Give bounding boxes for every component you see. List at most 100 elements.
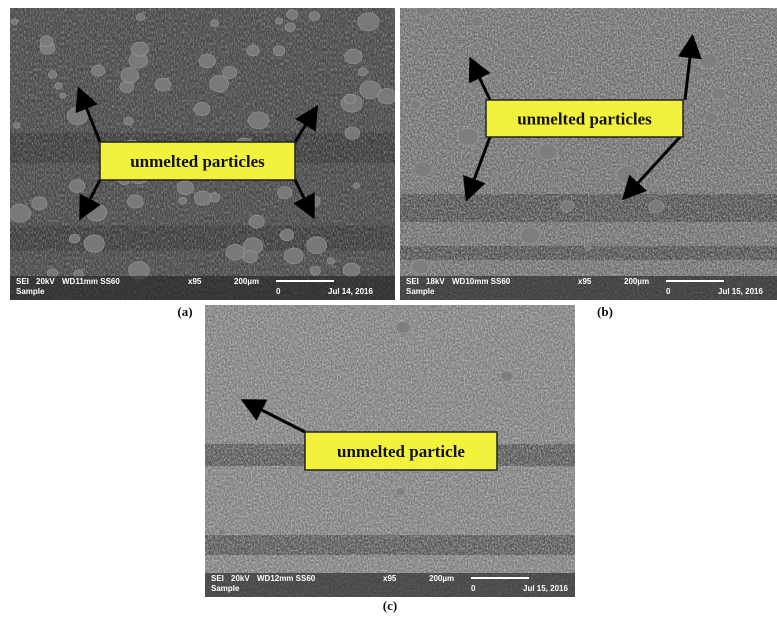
particle bbox=[378, 88, 396, 103]
panel-caption: (c) bbox=[383, 598, 397, 613]
particle bbox=[127, 195, 143, 208]
particle bbox=[285, 248, 304, 264]
particle bbox=[249, 215, 264, 228]
particle bbox=[179, 197, 187, 204]
particle bbox=[155, 78, 170, 91]
info-mode: SEI bbox=[406, 277, 419, 286]
particle bbox=[287, 10, 298, 19]
particle bbox=[309, 12, 319, 21]
sem-image bbox=[400, 2, 777, 300]
particle bbox=[48, 71, 57, 78]
particle-label: unmelted particles bbox=[130, 152, 265, 171]
particle bbox=[649, 200, 664, 212]
particle bbox=[275, 18, 282, 24]
particle bbox=[92, 65, 105, 76]
particle bbox=[343, 263, 359, 277]
particle bbox=[561, 201, 574, 212]
info-wd: WD11mm SS60 bbox=[62, 277, 120, 286]
particle bbox=[585, 245, 591, 250]
particle bbox=[416, 2, 432, 16]
particle bbox=[136, 14, 144, 21]
particle bbox=[657, 10, 667, 18]
particle bbox=[13, 123, 20, 129]
panel-caption: (b) bbox=[597, 304, 613, 319]
info-date: Jul 14, 2016 bbox=[328, 287, 373, 296]
particle bbox=[60, 93, 66, 98]
particle bbox=[712, 88, 726, 100]
particle bbox=[458, 128, 478, 145]
particle bbox=[243, 250, 257, 262]
info-voltage: 20kV bbox=[231, 574, 250, 583]
panel-caption: (a) bbox=[177, 304, 192, 319]
particle bbox=[755, 71, 761, 77]
particle bbox=[280, 229, 293, 240]
sem-panel: SEI 18kV WD10mm SS60 x95 200µm Sample 0 Jul 15,… bbox=[400, 2, 777, 319]
info-sample: Sample bbox=[406, 287, 435, 296]
info-date: Jul 15, 2016 bbox=[718, 287, 763, 296]
info-wd: WD12mm SS60 bbox=[257, 574, 316, 583]
particle-label: unmelted particle bbox=[337, 442, 465, 461]
particle bbox=[194, 102, 210, 115]
particle bbox=[617, 166, 638, 184]
sem-panel: SEI 20kV WD11mm SS60 x95 200µm Sample 0 Jul 14,… bbox=[10, 8, 396, 319]
particle bbox=[132, 42, 149, 56]
particle bbox=[285, 23, 295, 32]
info-sample: Sample bbox=[16, 287, 45, 296]
particle bbox=[247, 45, 260, 56]
particle bbox=[69, 234, 79, 243]
info-voltage: 18kV bbox=[426, 277, 445, 286]
particle bbox=[700, 54, 718, 69]
particle bbox=[345, 49, 362, 64]
particle bbox=[273, 46, 284, 56]
particle bbox=[344, 94, 355, 104]
particle bbox=[199, 54, 215, 68]
info-scale: 200µm bbox=[234, 277, 259, 286]
info-zero: 0 bbox=[666, 287, 671, 296]
info-mode: SEI bbox=[211, 574, 224, 583]
particle bbox=[727, 59, 734, 65]
particle bbox=[327, 258, 335, 264]
sem-panel: SEI20kVWD12mm SS60x95200µmSample0Jul 15,… bbox=[205, 305, 575, 613]
info-scale: 200µm bbox=[429, 574, 454, 583]
particle bbox=[471, 16, 483, 27]
particle bbox=[414, 162, 432, 177]
info-mag: x95 bbox=[188, 277, 202, 286]
info-zero: 0 bbox=[276, 287, 281, 296]
particle bbox=[538, 144, 557, 160]
particle bbox=[226, 244, 244, 260]
particle bbox=[358, 13, 379, 31]
particle bbox=[194, 191, 211, 205]
particle bbox=[210, 76, 229, 92]
particle bbox=[55, 83, 62, 89]
particle bbox=[310, 266, 320, 275]
particle-label: unmelted particles bbox=[517, 110, 652, 129]
info-voltage: 20kV bbox=[36, 277, 55, 286]
particle bbox=[124, 117, 133, 125]
particle bbox=[412, 260, 429, 275]
grain bbox=[400, 8, 777, 300]
particle bbox=[40, 36, 53, 47]
particle bbox=[501, 371, 514, 382]
particle bbox=[396, 321, 410, 333]
particle bbox=[121, 68, 139, 83]
particle bbox=[521, 227, 541, 244]
info-mag: x95 bbox=[578, 277, 592, 286]
particle bbox=[67, 107, 87, 124]
figure: SEI 20kV WD11mm SS60 x95 200µm Sample 0 Jul 14,… bbox=[0, 0, 777, 618]
particle bbox=[551, 186, 560, 193]
particle bbox=[307, 237, 327, 254]
particle bbox=[177, 181, 193, 195]
particle bbox=[353, 183, 359, 188]
particle bbox=[211, 20, 219, 27]
particle bbox=[345, 127, 360, 139]
particle bbox=[84, 235, 104, 252]
info-sample: Sample bbox=[211, 584, 240, 593]
info-wd: WD10mm SS60 bbox=[452, 277, 511, 286]
particle bbox=[411, 100, 421, 109]
info-scale: 200µm bbox=[624, 277, 649, 286]
info-mode: SEI bbox=[16, 277, 29, 286]
particle bbox=[69, 180, 84, 193]
info-mag: x95 bbox=[383, 574, 397, 583]
particle bbox=[222, 66, 236, 78]
particle bbox=[11, 19, 18, 25]
